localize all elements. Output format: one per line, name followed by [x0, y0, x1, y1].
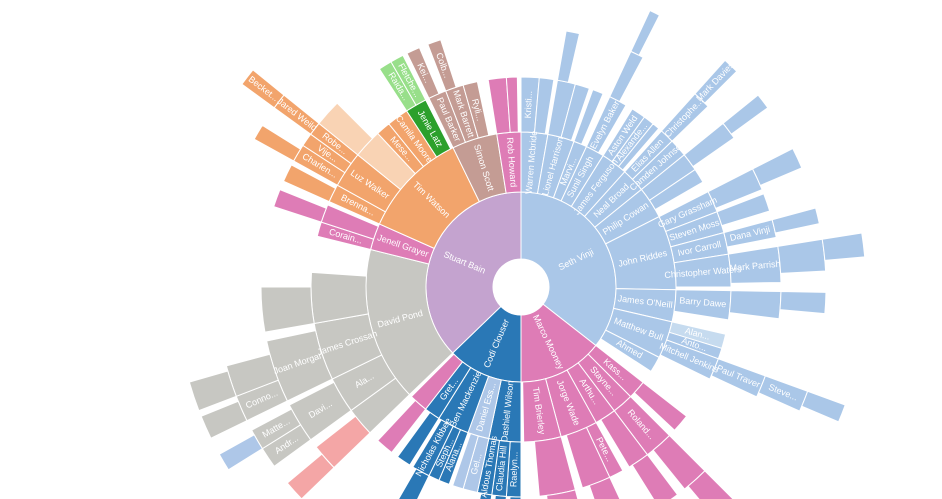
arc — [310, 271, 369, 325]
arc — [505, 76, 519, 133]
arc — [631, 454, 679, 499]
arc — [390, 54, 427, 106]
arc — [687, 470, 734, 499]
arc — [683, 122, 735, 168]
arc — [427, 39, 457, 92]
arc — [533, 77, 555, 135]
arc — [617, 123, 660, 171]
arc — [609, 50, 644, 103]
arc — [722, 94, 769, 135]
arc — [728, 290, 782, 320]
arc — [318, 102, 374, 156]
arc — [648, 168, 704, 211]
node-label: Claudia Hill — [494, 445, 509, 491]
node-label: Christophe... — [662, 96, 705, 140]
arc — [779, 291, 827, 315]
arc — [546, 489, 579, 499]
arc — [218, 434, 264, 471]
arcs — [188, 9, 866, 499]
arc — [751, 147, 803, 187]
node-label: Mark Parrish — [729, 259, 781, 273]
arc — [406, 47, 440, 99]
arc — [396, 411, 440, 466]
arc — [494, 494, 507, 499]
node-label: Kristi... — [523, 91, 534, 119]
arc — [377, 399, 427, 454]
arc — [253, 124, 302, 162]
arc — [282, 164, 337, 203]
node-label: Jared Weild — [275, 96, 319, 133]
node-label: Mark Davies — [694, 60, 736, 104]
arc — [188, 370, 237, 412]
arc — [801, 390, 846, 423]
arc — [241, 69, 285, 109]
arc — [777, 238, 827, 274]
arc — [509, 496, 522, 499]
arc — [286, 453, 335, 499]
arc — [771, 207, 820, 234]
arc — [821, 232, 866, 261]
arc — [260, 286, 315, 333]
node-label: Rob Howard — [505, 137, 519, 188]
arc — [716, 193, 771, 227]
arc — [462, 80, 490, 139]
arc — [398, 468, 430, 499]
arc — [694, 59, 738, 104]
arc — [556, 30, 581, 83]
arc — [599, 329, 660, 373]
arc — [200, 400, 248, 439]
arc — [560, 83, 591, 142]
arc — [451, 432, 479, 490]
node-label: Raelyn... — [508, 451, 519, 487]
node-label: Barry Dawe — [679, 295, 727, 309]
arc — [479, 492, 493, 499]
arc — [588, 476, 621, 499]
arc — [633, 381, 688, 431]
arc — [273, 188, 327, 223]
arc — [630, 9, 661, 57]
arc — [573, 89, 604, 145]
